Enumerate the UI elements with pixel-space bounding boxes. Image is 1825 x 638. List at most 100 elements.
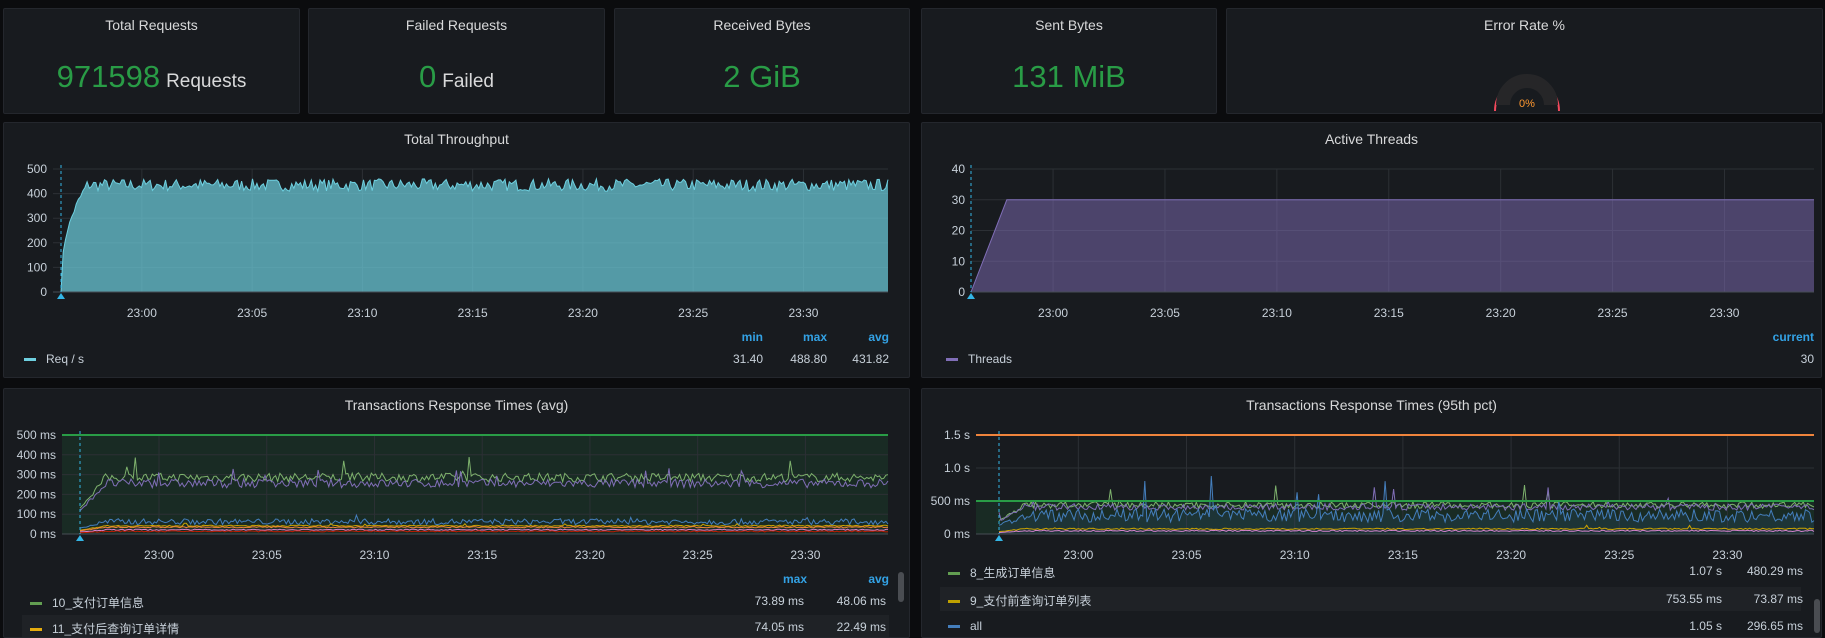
response-avg-chart[interactable]: 0 ms 100 ms 200 ms 300 ms 400 ms 500 ms 23:00 2… [4, 389, 910, 569]
legend-header-max[interactable]: max [802, 330, 827, 344]
legend-max: 1.07 s [1689, 564, 1722, 578]
series-purple-line [998, 487, 1815, 521]
y-tick-label: 500 [27, 162, 47, 176]
legend-label: 8_生成订单信息 [970, 566, 1056, 580]
y-tick-label: 30 [952, 193, 966, 207]
legend-swatch [30, 628, 42, 632]
x-tick-label: 23:05 [237, 306, 267, 320]
series-blue-line [998, 475, 1815, 526]
panel-title[interactable]: Total Requests [105, 17, 198, 33]
legend-swatch [948, 572, 960, 576]
legend-swatch [946, 358, 958, 362]
panel-title[interactable]: Received Bytes [713, 17, 811, 33]
x-tick-label: 23:25 [683, 548, 713, 562]
panel-title[interactable]: Sent Bytes [1035, 17, 1103, 33]
x-tick-label: 23:00 [1063, 548, 1093, 562]
legend-header-avg[interactable]: avg [868, 330, 889, 344]
legend-item[interactable]: 10_支付订单信息 [30, 594, 144, 611]
y-tick-label: 100 ms [17, 507, 56, 521]
legend-item[interactable]: 9_支付前查询订单列表 [948, 592, 1091, 609]
x-tick-label: 23:25 [678, 306, 708, 320]
legend-label: 10_支付订单信息 [52, 596, 145, 610]
legend-header-avg[interactable]: avg [868, 572, 889, 586]
value: 971598 [56, 59, 161, 94]
legend-label: Req / s [46, 352, 85, 366]
gauge: 0% [1494, 74, 1560, 112]
series-area [999, 476, 1814, 534]
threads-chart[interactable]: 0 10 20 30 40 23:00 23:05 23:10 23:15 23:20 23:25 2… [922, 123, 1822, 323]
y-tick-label: 200 ms [17, 487, 56, 501]
stat-value: 971598 Requests [4, 59, 299, 95]
legend-row[interactable]: 9_支付前查询订单列表 753.55 ms 73.87 ms [940, 587, 1803, 611]
legend-item-req-s[interactable]: Req / s [24, 352, 84, 366]
response-95th-chart[interactable]: 0 ms 500 ms 1.0 s 1.5 s 23:00 23:05 23:10 23:15… [922, 389, 1822, 569]
legend-item[interactable]: 8_生成订单信息 [948, 564, 1055, 581]
stat-total-requests: Total Requests 971598 Requests [3, 8, 300, 114]
value: 0 [419, 59, 437, 94]
legend-avg: 480.29 ms [1746, 564, 1803, 578]
series-area [61, 178, 888, 292]
legend-label: all [970, 619, 983, 633]
x-tick-label: 23:00 [127, 306, 157, 320]
legend-header-min[interactable]: min [741, 330, 763, 344]
panel-title[interactable]: Transactions Response Times (avg) [344, 397, 569, 413]
legend-row[interactable]: all 1.05 s 296.65 ms [940, 614, 1803, 637]
series-green-line [79, 457, 889, 509]
x-tick-label: 23:15 [1388, 548, 1418, 562]
x-tick-label: 23:20 [575, 548, 605, 562]
legend-item[interactable]: all [948, 619, 982, 633]
legend-swatch [24, 358, 36, 362]
legend-swatch [948, 625, 960, 629]
x-tick-label: 23:30 [1709, 306, 1739, 320]
legend-row[interactable]: 11_支付后查询订单详情 74.05 ms 22.49 ms [22, 615, 889, 637]
throughput-chart[interactable]: 0 100 200 300 400 500 23:00 23:05 23:10 23:15 23:2… [4, 123, 910, 323]
y-tick-label: 300 ms [17, 468, 56, 482]
panel-title[interactable]: Error Rate % [1484, 17, 1565, 33]
x-tick-label: 23:05 [1150, 306, 1180, 320]
legend-row[interactable]: 8_生成订单信息 1.07 s 480.29 ms [940, 562, 1803, 584]
y-tick-label: 300 [27, 211, 47, 225]
legend-scrollbar[interactable] [898, 572, 904, 602]
series-purple-line [79, 468, 889, 512]
gauge-track [1496, 74, 1558, 106]
legend-min: 31.40 [732, 352, 763, 366]
panel-response-times-avg: Transactions Response Times (avg) 0 ms 10… [3, 388, 910, 638]
y-tick-label: 0 ms [30, 527, 56, 541]
x-tick-label: 23:20 [1496, 548, 1526, 562]
legend-label: 11_支付后查询订单详情 [52, 622, 180, 636]
panel-total-throughput: Total Throughput 0 100 200 300 400 500 23:00 23… [3, 122, 910, 378]
y-tick-label: 1.5 s [944, 428, 970, 442]
legend-header-max[interactable]: max [782, 572, 807, 586]
y-tick-label: 500 ms [931, 494, 970, 508]
legend-max: 488.80 [790, 352, 827, 366]
legend-row[interactable]: 10_支付订单信息 73.89 ms 48.06 ms [22, 589, 889, 613]
series-blue-line [79, 513, 889, 529]
legend-item[interactable]: 11_支付后查询订单详情 [30, 620, 179, 637]
legend-max: 1.05 s [1689, 619, 1722, 633]
stat-value: 0 Failed [309, 59, 604, 95]
stat-value: 2 GiB [723, 59, 801, 94]
legend-scrollbar[interactable] [1814, 599, 1820, 633]
x-tick-label: 23:30 [790, 548, 820, 562]
gauge-error-rate: Error Rate % 0% [1226, 8, 1823, 114]
legend-item-threads[interactable]: Threads [946, 352, 1012, 366]
panel-title[interactable]: Active Threads [1324, 131, 1419, 147]
y-tick-label: 10 [952, 254, 966, 268]
panel-title[interactable]: Total Throughput [404, 131, 509, 147]
series-yellow-line [998, 524, 1815, 533]
legend-header-current[interactable]: current [1772, 330, 1814, 344]
series-pink-line [79, 528, 889, 533]
unit: Failed [442, 71, 494, 92]
x-tick-label: 23:30 [1712, 548, 1742, 562]
stat-value: 131 MiB [1012, 59, 1126, 94]
x-tick-label: 23:10 [1280, 548, 1310, 562]
panel-title[interactable]: Transactions Response Times (95th pct) [1246, 397, 1497, 413]
stat-received-bytes: Received Bytes 2 GiB [614, 8, 910, 114]
panel-active-threads: Active Threads 0 10 20 30 40 23:00 23:05 23:10 2… [921, 122, 1822, 378]
legend-avg: 48.06 ms [836, 594, 886, 608]
x-tick-label: 23:15 [458, 306, 488, 320]
y-tick-label: 500 ms [17, 428, 56, 442]
series-yellow-line [79, 522, 889, 531]
x-tick-label: 23:05 [252, 548, 282, 562]
panel-title[interactable]: Failed Requests [405, 17, 508, 33]
